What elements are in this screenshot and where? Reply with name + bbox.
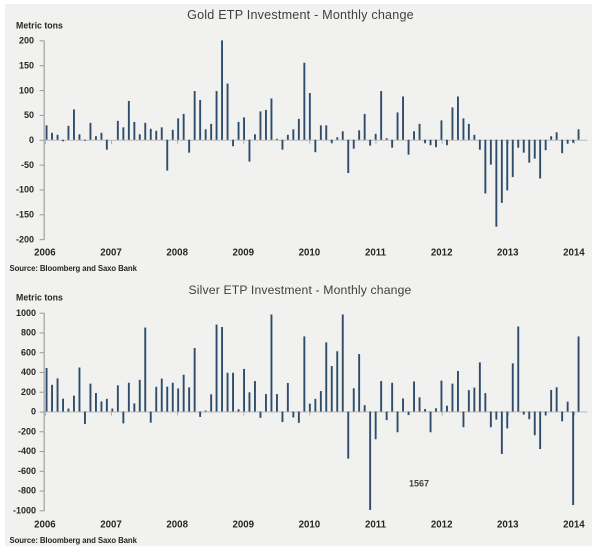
svg-text:2009: 2009 [233,248,255,259]
svg-text:2014: 2014 [563,248,585,259]
svg-text:150: 150 [19,60,34,70]
svg-text:2007: 2007 [100,248,122,259]
svg-text:-800: -800 [18,486,36,496]
svg-text:Source: Bloomberg and Saxo Ban: Source: Bloomberg and Saxo Bank [10,536,138,545]
svg-text:2011: 2011 [365,248,387,259]
svg-text:Metric tons: Metric tons [16,21,63,31]
svg-text:2008: 2008 [166,248,188,259]
svg-text:400: 400 [21,367,36,377]
svg-text:2012: 2012 [431,248,453,259]
svg-text:2008: 2008 [166,519,188,530]
svg-text:50: 50 [24,110,34,120]
svg-text:600: 600 [21,347,36,357]
svg-text:1000: 1000 [16,308,36,318]
svg-text:200: 200 [19,36,34,46]
svg-text:800: 800 [21,328,36,338]
svg-text:2009: 2009 [233,519,255,530]
svg-text:2013: 2013 [497,248,519,259]
svg-text:-200: -200 [16,234,34,244]
svg-text:100: 100 [19,85,34,95]
svg-text:0: 0 [29,135,34,145]
svg-text:Source: Bloomberg and Saxo Ban: Source: Bloomberg and Saxo Bank [10,264,138,273]
svg-text:-200: -200 [18,426,36,436]
svg-text:2013: 2013 [497,519,519,530]
svg-text:200: 200 [21,387,36,397]
svg-text:2012: 2012 [431,519,453,530]
svg-text:2007: 2007 [100,519,122,530]
svg-text:-400: -400 [18,446,36,456]
svg-text:-50: -50 [21,160,34,170]
svg-text:2006: 2006 [34,248,56,259]
svg-text:-600: -600 [18,466,36,476]
svg-text:2010: 2010 [299,519,321,530]
svg-text:1567: 1567 [409,479,429,489]
svg-text:2010: 2010 [299,248,321,259]
svg-text:0: 0 [31,407,36,417]
svg-text:Gold ETP Investment - Monthly: Gold ETP Investment - Monthly change [187,8,414,22]
svg-text:-1000: -1000 [13,506,36,516]
svg-text:Metric tons: Metric tons [16,293,63,303]
svg-text:2014: 2014 [563,519,585,530]
svg-text:-100: -100 [16,185,34,195]
svg-text:-150: -150 [16,210,34,220]
svg-text:2006: 2006 [34,519,56,530]
svg-text:2011: 2011 [365,519,387,530]
svg-text:Silver ETP Investment - Monthl: Silver ETP Investment - Monthly change [189,283,412,297]
